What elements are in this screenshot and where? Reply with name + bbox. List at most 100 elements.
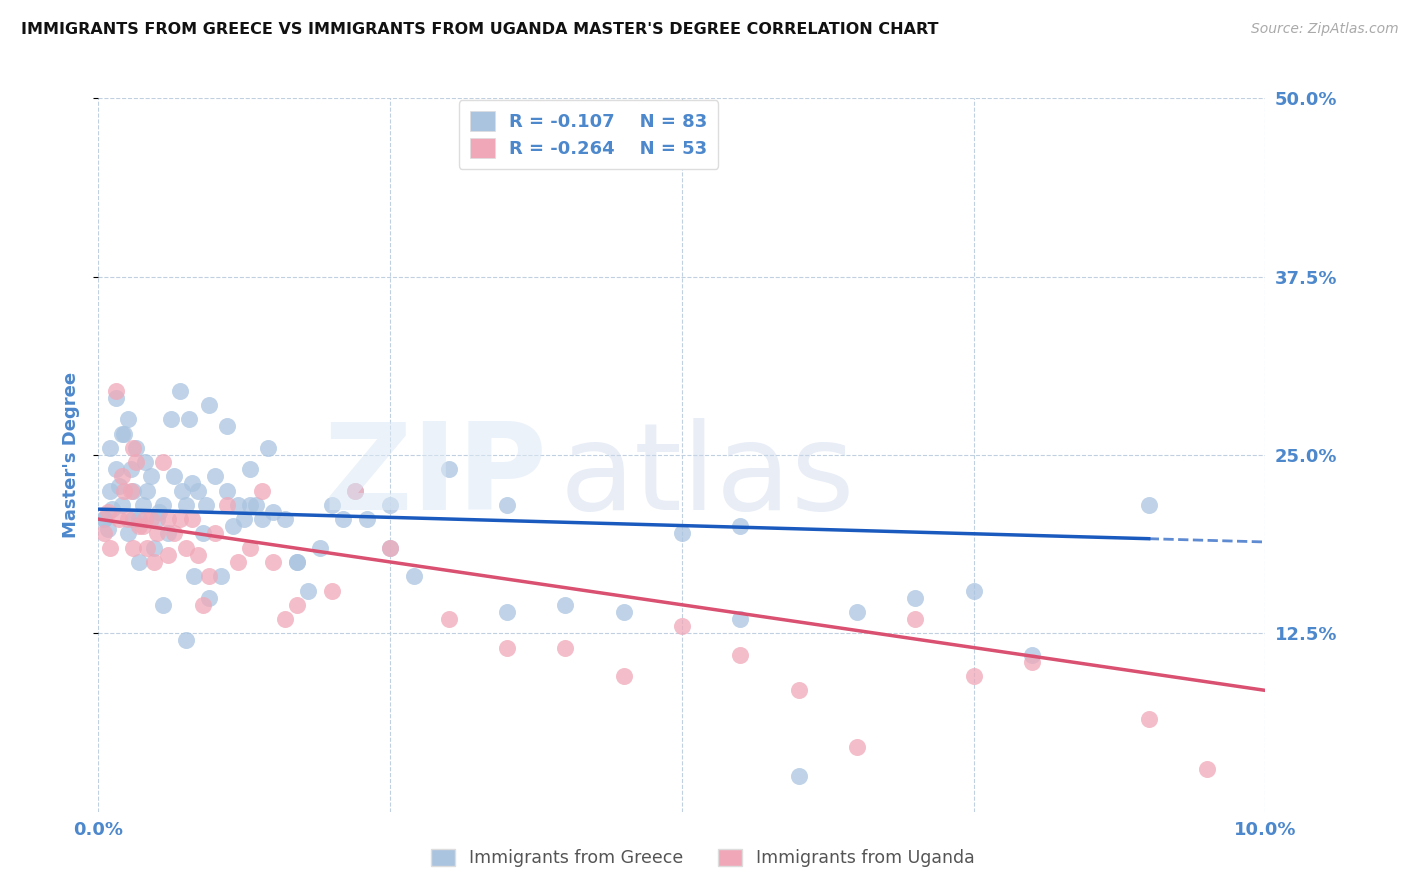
Point bbox=[204, 469, 226, 483]
Point bbox=[93, 512, 115, 526]
Point bbox=[132, 519, 155, 533]
Point bbox=[402, 569, 425, 583]
Text: ZIP: ZIP bbox=[323, 417, 548, 535]
Point bbox=[730, 648, 752, 662]
Point bbox=[122, 541, 145, 555]
Point bbox=[612, 669, 634, 683]
Point bbox=[97, 505, 120, 519]
Point bbox=[309, 541, 332, 555]
Point bbox=[1137, 498, 1160, 512]
Point bbox=[194, 498, 217, 512]
Point bbox=[117, 526, 139, 541]
Point bbox=[495, 498, 517, 512]
Point bbox=[239, 541, 262, 555]
Point bbox=[904, 612, 927, 626]
Point bbox=[152, 598, 174, 612]
Point bbox=[193, 526, 215, 541]
Point bbox=[321, 498, 343, 512]
Point bbox=[332, 512, 354, 526]
Point bbox=[215, 419, 238, 434]
Point bbox=[495, 605, 517, 619]
Point bbox=[962, 669, 984, 683]
Point bbox=[787, 769, 810, 783]
Point bbox=[93, 526, 115, 541]
Point bbox=[139, 469, 162, 483]
Point bbox=[98, 541, 121, 555]
Point bbox=[239, 462, 262, 476]
Text: IMMIGRANTS FROM GREECE VS IMMIGRANTS FROM UGANDA MASTER'S DEGREE CORRELATION CHA: IMMIGRANTS FROM GREECE VS IMMIGRANTS FRO… bbox=[21, 22, 939, 37]
Point bbox=[174, 633, 197, 648]
Point bbox=[193, 598, 215, 612]
Point bbox=[169, 512, 191, 526]
Point bbox=[180, 476, 202, 491]
Y-axis label: Master's Degree: Master's Degree bbox=[62, 372, 80, 538]
Point bbox=[112, 483, 135, 498]
Point bbox=[159, 412, 181, 426]
Point bbox=[495, 640, 517, 655]
Point bbox=[228, 498, 250, 512]
Point bbox=[356, 512, 378, 526]
Point bbox=[233, 512, 256, 526]
Point bbox=[671, 619, 693, 633]
Point bbox=[215, 498, 238, 512]
Point bbox=[274, 612, 297, 626]
Point bbox=[163, 526, 186, 541]
Point bbox=[904, 591, 927, 605]
Point bbox=[136, 541, 159, 555]
Point bbox=[285, 598, 308, 612]
Point bbox=[250, 512, 273, 526]
Point bbox=[128, 512, 150, 526]
Point bbox=[554, 598, 576, 612]
Point bbox=[221, 519, 243, 533]
Point bbox=[108, 479, 131, 493]
Point bbox=[209, 569, 232, 583]
Point bbox=[554, 640, 576, 655]
Point bbox=[245, 498, 267, 512]
Point bbox=[101, 502, 124, 516]
Point bbox=[104, 384, 127, 398]
Point bbox=[136, 483, 159, 498]
Point bbox=[143, 541, 166, 555]
Point bbox=[1137, 712, 1160, 726]
Point bbox=[344, 483, 367, 498]
Point bbox=[122, 441, 145, 455]
Point bbox=[1021, 648, 1043, 662]
Point bbox=[125, 441, 148, 455]
Point bbox=[134, 455, 156, 469]
Point bbox=[169, 384, 191, 398]
Point bbox=[183, 569, 205, 583]
Point bbox=[204, 526, 226, 541]
Point bbox=[378, 498, 402, 512]
Point bbox=[239, 498, 262, 512]
Point bbox=[146, 512, 169, 526]
Point bbox=[256, 441, 278, 455]
Point bbox=[152, 455, 174, 469]
Point bbox=[274, 512, 297, 526]
Point bbox=[250, 483, 273, 498]
Point bbox=[1021, 655, 1043, 669]
Point bbox=[174, 498, 197, 512]
Point bbox=[172, 483, 194, 498]
Text: Source: ZipAtlas.com: Source: ZipAtlas.com bbox=[1251, 22, 1399, 37]
Point bbox=[117, 512, 139, 526]
Point bbox=[198, 591, 221, 605]
Point bbox=[120, 483, 142, 498]
Point bbox=[845, 740, 868, 755]
Point bbox=[321, 583, 343, 598]
Point bbox=[228, 555, 250, 569]
Point bbox=[215, 483, 238, 498]
Point bbox=[174, 541, 197, 555]
Point bbox=[108, 512, 131, 526]
Point bbox=[122, 512, 145, 526]
Point bbox=[378, 541, 402, 555]
Point bbox=[93, 512, 115, 526]
Point bbox=[152, 498, 174, 512]
Point bbox=[104, 462, 127, 476]
Point bbox=[285, 555, 308, 569]
Point bbox=[262, 505, 284, 519]
Point bbox=[111, 498, 134, 512]
Point bbox=[104, 391, 127, 405]
Legend: R = -0.107    N = 83, R = -0.264    N = 53: R = -0.107 N = 83, R = -0.264 N = 53 bbox=[458, 100, 718, 169]
Point bbox=[437, 462, 460, 476]
Point bbox=[111, 426, 134, 441]
